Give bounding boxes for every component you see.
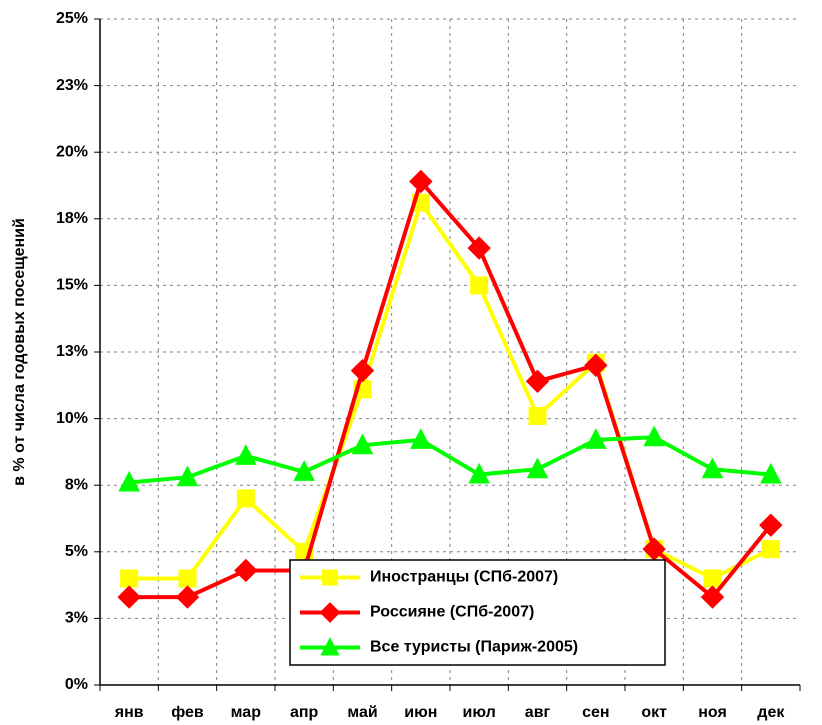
marker	[293, 460, 315, 481]
marker	[468, 462, 490, 484]
x-tick-label: сен	[582, 704, 609, 721]
y-tick-label: 25%	[56, 10, 88, 27]
marker	[703, 569, 722, 588]
y-tick-label: 18%	[56, 210, 88, 227]
marker	[351, 433, 374, 455]
y-tick-label: 8%	[65, 476, 88, 493]
marker	[467, 236, 491, 260]
marker	[759, 513, 783, 537]
legend-label: Россияне (СПб-2007)	[370, 604, 534, 621]
marker	[178, 569, 197, 588]
marker	[525, 369, 550, 394]
series-line	[128, 435, 772, 485]
marker	[526, 457, 549, 479]
x-tick-label: дек	[757, 704, 785, 721]
y-tick-label: 5%	[65, 543, 88, 560]
marker	[700, 585, 725, 609]
marker	[234, 558, 258, 583]
x-tick-label: ноя	[698, 704, 727, 721]
marker	[761, 540, 780, 559]
x-tick-label: июл	[463, 704, 496, 721]
marker	[319, 602, 341, 623]
y-tick-label: 13%	[56, 343, 88, 360]
y-tick-label: 0%	[65, 676, 88, 693]
series-line	[129, 177, 773, 600]
marker	[409, 169, 433, 194]
y-tick-label: 20%	[56, 143, 88, 160]
legend-label: Все туристы (Париж-2005)	[370, 639, 578, 656]
marker	[584, 353, 608, 378]
marker	[322, 569, 338, 586]
marker	[350, 358, 375, 383]
y-tick-label: 3%	[65, 610, 88, 627]
marker	[643, 425, 665, 447]
marker	[642, 537, 666, 561]
marker	[117, 585, 141, 609]
marker	[410, 428, 432, 449]
x-tick-label: авг	[525, 704, 551, 721]
marker	[175, 585, 200, 609]
x-tick-label: окт	[641, 704, 667, 721]
legend-label: Иностранцы (СПб-2007)	[370, 569, 558, 586]
marker	[176, 465, 199, 487]
x-tick-label: апр	[290, 704, 319, 721]
marker	[118, 470, 140, 492]
x-tick-label: май	[347, 704, 377, 721]
y-axis-title: в % от числа годовых посещений	[11, 218, 28, 486]
marker	[760, 462, 782, 484]
y-tick-label: 23%	[56, 77, 88, 94]
x-tick-label: фев	[171, 704, 204, 721]
x-tick-label: янв	[114, 704, 144, 721]
x-tick-label: июн	[404, 704, 437, 721]
marker	[236, 489, 255, 508]
marker	[235, 444, 257, 465]
x-tick-label: мар	[231, 704, 262, 721]
marker	[120, 569, 139, 588]
marker	[470, 276, 489, 295]
y-tick-label: 15%	[56, 277, 88, 294]
y-tick-label: 10%	[56, 410, 88, 427]
marker	[585, 428, 607, 449]
marker	[701, 457, 724, 479]
marker	[320, 637, 340, 656]
marker	[528, 406, 547, 425]
series-line	[129, 198, 772, 581]
